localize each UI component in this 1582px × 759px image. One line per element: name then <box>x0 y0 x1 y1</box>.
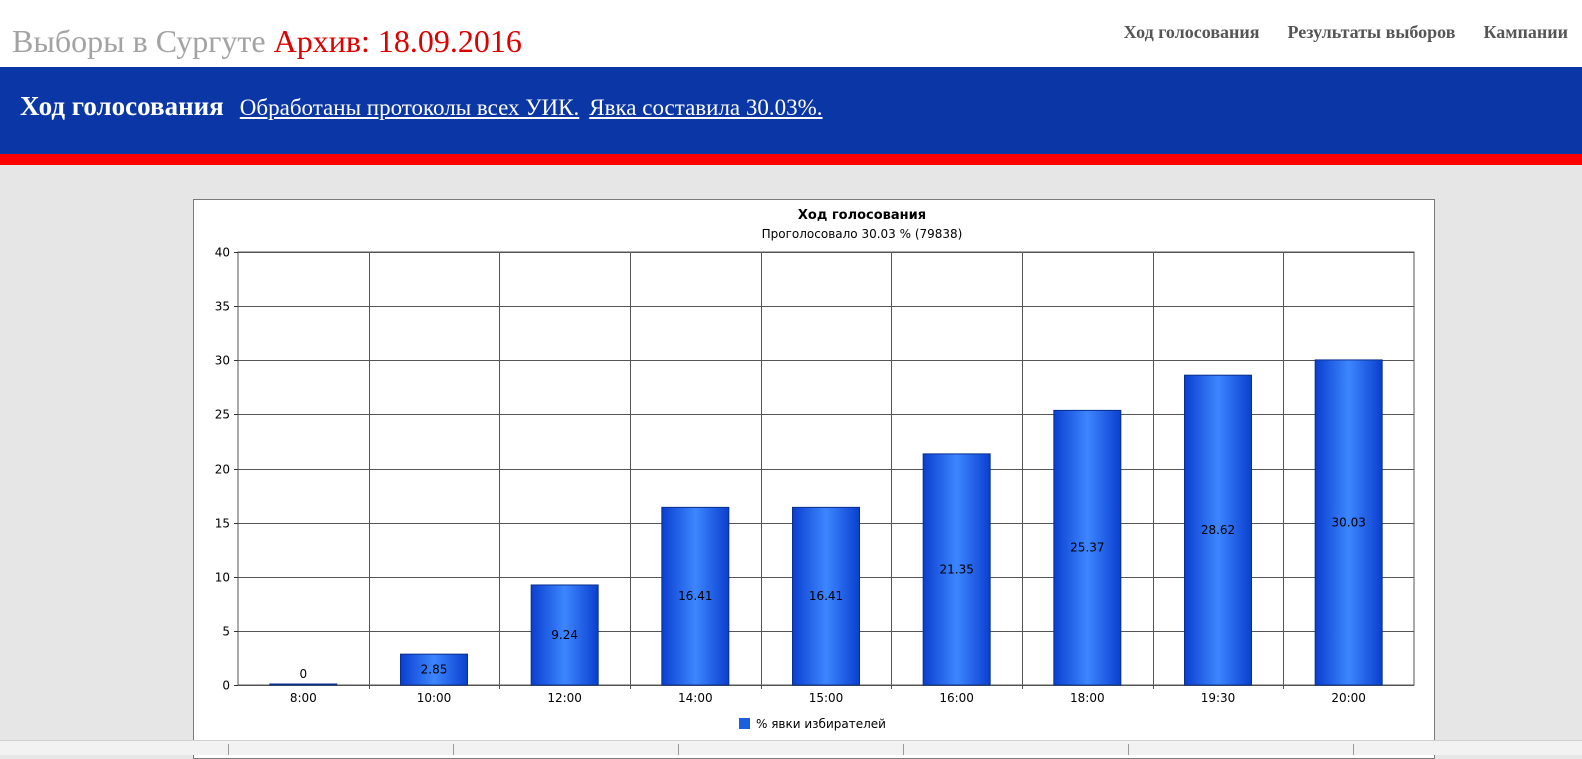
data-label: 0 <box>300 667 308 681</box>
y-tick-label: 35 <box>215 300 230 314</box>
bar-20:00 <box>1314 359 1383 686</box>
turnout-chart-panel: Ход голосования Проголосовало 30.03 % (7… <box>193 199 1435 759</box>
data-label: 30.03 <box>1331 515 1365 529</box>
y-tick-label: 25 <box>215 408 230 422</box>
data-label: 25.37 <box>1070 541 1104 555</box>
data-label: 16.41 <box>809 589 843 603</box>
bar-8:00 <box>269 683 338 686</box>
x-tick-label: 8:00 <box>290 691 317 705</box>
banner-heading: Ход голосования <box>20 91 224 121</box>
y-tick-label: 30 <box>215 354 230 368</box>
bar-14:00 <box>661 506 730 686</box>
top-bar: Выборы в Сургуте Архив: 18.09.2016 Ход го… <box>0 0 1582 67</box>
x-tick-label: 19:30 <box>1201 691 1236 705</box>
site-title[interactable]: Выборы в Сургуте Архив: 18.09.2016 <box>12 21 522 61</box>
bar-19:30 <box>1184 374 1252 686</box>
data-label: 2.85 <box>421 663 448 677</box>
archive-label: Архив: 18.09.2016 <box>273 23 522 59</box>
data-label: 28.62 <box>1201 523 1235 537</box>
y-tick-label: 40 <box>215 246 230 260</box>
bar-15:00 <box>792 506 860 686</box>
y-tick-label: 10 <box>215 571 230 585</box>
chart-title: Ход голосования <box>798 208 926 223</box>
legend-swatch <box>739 718 750 729</box>
footer-divider <box>1128 744 1129 755</box>
y-tick-label: 15 <box>215 517 230 531</box>
data-label: 21.35 <box>939 562 973 576</box>
bar-10:00 <box>400 653 468 686</box>
footer-divider <box>1353 744 1354 755</box>
data-label: 16.41 <box>678 589 712 603</box>
chart-subtitle: Проголосовало 30.03 % (79838) <box>762 227 963 241</box>
x-tick-label: 12:00 <box>547 691 582 705</box>
turnout-chart: Ход голосования Проголосовало 30.03 % (7… <box>215 208 1415 731</box>
data-label: 9.24 <box>551 628 578 642</box>
bar-12:00 <box>530 584 599 686</box>
legend-label: % явки избирателей <box>756 717 886 731</box>
y-tick-label: 20 <box>215 463 230 477</box>
nav-campaigns[interactable]: Кампании <box>1483 22 1568 42</box>
x-tick-label: 18:00 <box>1070 691 1105 705</box>
footer-divider <box>228 744 229 755</box>
y-tick-label: 0 <box>222 679 230 693</box>
nav-voting-progress[interactable]: Ход голосования <box>1123 22 1260 42</box>
top-nav: Ход голосования Результаты выборов Кампа… <box>1124 22 1568 43</box>
section-banner: Ход голосования Обработаны протоколы все… <box>0 67 1582 154</box>
x-tick-label: 10:00 <box>417 691 452 705</box>
nav-election-results[interactable]: Результаты выборов <box>1287 22 1456 42</box>
bar-18:00 <box>1053 409 1122 686</box>
footer-strip <box>0 740 1582 755</box>
x-tick-label: 14:00 <box>678 691 713 705</box>
protocols-link[interactable]: Обработаны протоколы всех УИК. <box>239 95 580 120</box>
x-tick-label: 15:00 <box>809 691 844 705</box>
footer-divider <box>453 744 454 755</box>
x-tick-label: 20:00 <box>1331 691 1366 705</box>
turnout-link[interactable]: Явка составила 30.03%. <box>589 95 823 120</box>
x-tick-label: 16:00 <box>939 691 974 705</box>
bar-16:00 <box>922 453 991 686</box>
site-name: Выборы в Сургуте <box>12 23 266 59</box>
banner-red-stripe <box>0 154 1582 165</box>
footer-divider <box>903 744 904 755</box>
y-tick-label: 5 <box>222 625 230 639</box>
footer-divider <box>678 744 679 755</box>
